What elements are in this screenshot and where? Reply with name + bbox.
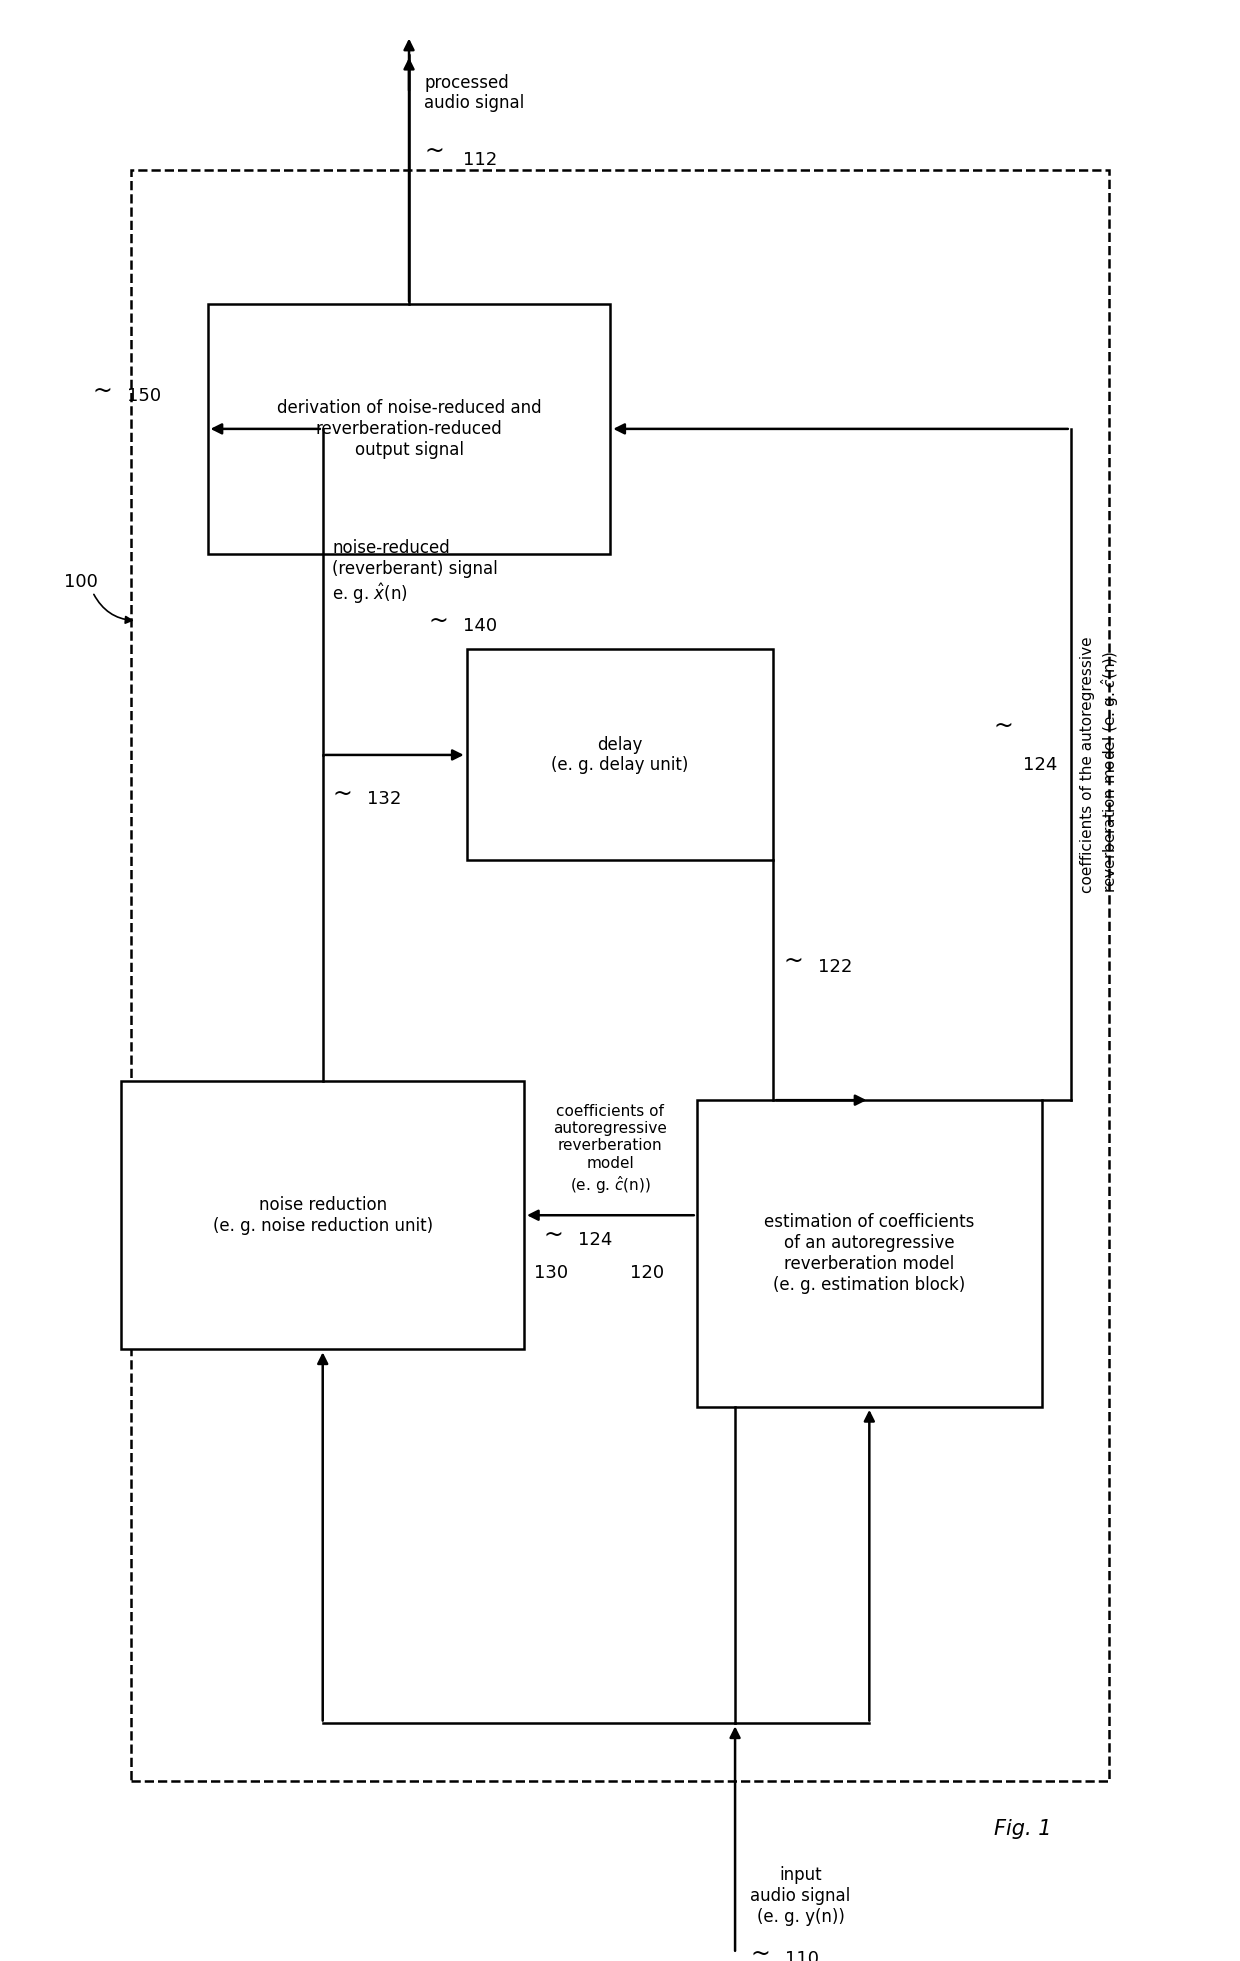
Text: 110: 110 (785, 1951, 818, 1961)
Text: input
audio signal
(e. g. y(n)): input audio signal (e. g. y(n)) (750, 1867, 851, 1926)
Text: ~: ~ (93, 378, 113, 402)
Text: processed
audio signal: processed audio signal (424, 75, 525, 112)
Text: 124: 124 (578, 1232, 613, 1249)
Text: 100: 100 (63, 573, 98, 592)
Text: ~: ~ (428, 608, 448, 633)
Text: delay
(e. g. delay unit): delay (e. g. delay unit) (552, 735, 688, 775)
Text: ~: ~ (750, 1941, 770, 1961)
Text: ~: ~ (332, 780, 352, 806)
Text: 130: 130 (533, 1263, 568, 1282)
Text: ~: ~ (424, 139, 444, 163)
Text: noise reduction
(e. g. noise reduction unit): noise reduction (e. g. noise reduction u… (212, 1196, 433, 1235)
Text: Fig. 1: Fig. 1 (994, 1820, 1052, 1839)
FancyBboxPatch shape (466, 649, 774, 861)
Text: noise-reduced
(reverberant) signal
e. g. $\hat{x}$(n): noise-reduced (reverberant) signal e. g.… (332, 539, 498, 606)
Text: ~: ~ (993, 714, 1013, 737)
FancyBboxPatch shape (697, 1100, 1042, 1408)
Text: ~: ~ (782, 949, 802, 973)
Text: 122: 122 (817, 957, 852, 977)
FancyBboxPatch shape (207, 304, 610, 553)
Text: 132: 132 (367, 790, 402, 808)
Text: coefficients of the autoregressive
reverberation model (e. g. $\hat{c}$(n)): coefficients of the autoregressive rever… (1080, 635, 1121, 892)
Text: 140: 140 (463, 618, 497, 635)
Text: 112: 112 (463, 151, 497, 169)
Text: derivation of noise-reduced and
reverberation-reduced
output signal: derivation of noise-reduced and reverber… (277, 400, 542, 459)
Text: ~: ~ (543, 1222, 563, 1247)
Text: estimation of coefficients
of an autoregressive
reverberation model
(e. g. estim: estimation of coefficients of an autoreg… (764, 1214, 975, 1294)
Text: 124: 124 (1023, 755, 1058, 773)
Text: 120: 120 (630, 1263, 663, 1282)
Text: coefficients of
autoregressive
reverberation
model
(e. g. $\hat{c}$(n)): coefficients of autoregressive reverbera… (553, 1104, 667, 1196)
Text: 150: 150 (126, 386, 161, 406)
FancyBboxPatch shape (122, 1081, 525, 1349)
